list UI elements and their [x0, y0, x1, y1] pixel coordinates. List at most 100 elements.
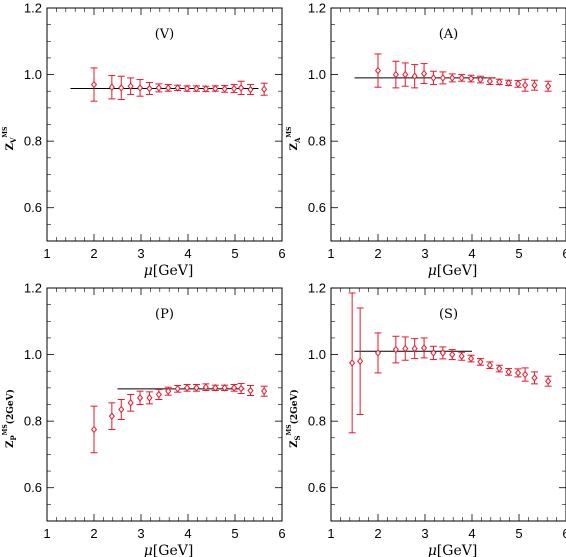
y-tick-label: 1.2 — [308, 1, 326, 16]
data-point — [221, 384, 229, 392]
x-tick-label: 6 — [278, 526, 285, 541]
data-point — [429, 70, 437, 86]
diamond-marker — [522, 370, 529, 379]
data-point — [486, 361, 494, 370]
x-tick-label: 3 — [421, 526, 428, 541]
panel-label: (S) — [439, 307, 458, 322]
diamond-marker — [477, 358, 484, 366]
diamond-marker — [430, 74, 437, 82]
diamond-marker — [184, 84, 191, 93]
diamond-marker — [247, 386, 254, 395]
data-point — [458, 74, 466, 82]
data-point — [401, 336, 409, 361]
y-axis-sub: S — [293, 435, 302, 440]
data-point — [183, 384, 191, 392]
data-point — [420, 337, 428, 359]
data-point — [230, 384, 238, 392]
panel-label: (V) — [155, 27, 175, 42]
x-tick-label: 5 — [515, 526, 522, 541]
diamond-marker — [146, 84, 153, 93]
diamond-marker — [90, 425, 98, 434]
y-tick-label: 1.2 — [24, 281, 42, 296]
diamond-marker — [505, 79, 512, 87]
data-point — [429, 345, 437, 361]
y-tick-label: 0.8 — [308, 414, 326, 429]
x-tick-label: 3 — [137, 526, 144, 541]
data-point — [486, 77, 494, 86]
diamond-marker — [531, 374, 538, 382]
data-point — [420, 63, 428, 85]
y-tick-label: 0.8 — [24, 134, 42, 149]
diamond-marker — [496, 364, 503, 373]
y-axis-title: ZVMS — [2, 127, 18, 151]
x-tick-label: 1 — [43, 526, 50, 541]
diamond-marker — [439, 74, 446, 82]
x-axis-unit: [GeV] — [437, 263, 478, 279]
data-point — [374, 332, 382, 374]
y-tick-label: 1.0 — [308, 67, 326, 82]
data-point — [514, 368, 522, 378]
y-axis-sup: MS — [2, 127, 9, 138]
data-point — [108, 402, 116, 430]
data-point — [401, 62, 409, 87]
diamond-marker — [238, 384, 245, 393]
data-point — [476, 358, 484, 366]
data-point — [145, 391, 153, 405]
x-axis-symbol: μ — [144, 543, 153, 557]
plot-frame — [46, 7, 283, 242]
diamond-marker — [411, 344, 418, 353]
data-point — [495, 364, 503, 373]
data-point — [90, 67, 98, 102]
x-axis-title: μ[GeV] — [428, 543, 478, 557]
diamond-marker — [174, 84, 181, 92]
data-point — [155, 389, 163, 401]
diamond-marker — [155, 390, 162, 399]
diamond-marker — [477, 75, 484, 84]
diamond-marker — [430, 349, 437, 357]
diamond-marker — [221, 384, 228, 392]
diamond-marker — [212, 84, 219, 93]
diamond-marker — [261, 85, 268, 94]
data-point — [467, 74, 475, 83]
diamond-marker — [515, 369, 522, 377]
data-point — [183, 84, 191, 93]
diamond-marker — [531, 81, 538, 90]
data-point — [439, 71, 447, 85]
x-tick-label: 4 — [184, 526, 191, 541]
data-point — [392, 60, 400, 89]
diamond-marker — [545, 377, 552, 386]
diamond-marker — [496, 78, 503, 86]
x-tick-label: 6 — [562, 246, 566, 261]
data-point — [260, 385, 268, 397]
diamond-marker — [90, 80, 98, 89]
data-point — [411, 338, 419, 360]
plot-frame — [330, 7, 566, 242]
diamond-marker — [486, 77, 493, 86]
y-tick-label: 0.8 — [24, 414, 42, 429]
diamond-marker — [392, 70, 399, 79]
y-axis-main: Z — [5, 143, 16, 150]
data-point — [145, 82, 153, 96]
data-point — [237, 80, 245, 96]
y-tick-label: 1.0 — [308, 347, 326, 362]
data-point — [544, 375, 552, 387]
data-point — [495, 78, 503, 86]
y-axis-title: ZPMS(2GeV) — [2, 389, 18, 448]
data-point — [108, 75, 116, 100]
x-tick-label: 5 — [515, 246, 522, 261]
diamond-marker — [238, 84, 245, 92]
data-point — [392, 335, 400, 364]
diamond-marker — [505, 368, 512, 376]
data-point — [448, 73, 456, 83]
x-axis-symbol: μ — [428, 543, 437, 557]
data-point — [192, 384, 200, 392]
data-point — [458, 351, 466, 361]
diamond-marker — [421, 69, 428, 78]
diamond-marker — [127, 399, 134, 407]
y-axis-tail: (2GeV) — [5, 389, 16, 424]
diamond-marker — [118, 405, 125, 414]
data-point — [117, 75, 125, 101]
diamond-marker — [458, 352, 465, 361]
diamond-marker — [165, 84, 172, 92]
